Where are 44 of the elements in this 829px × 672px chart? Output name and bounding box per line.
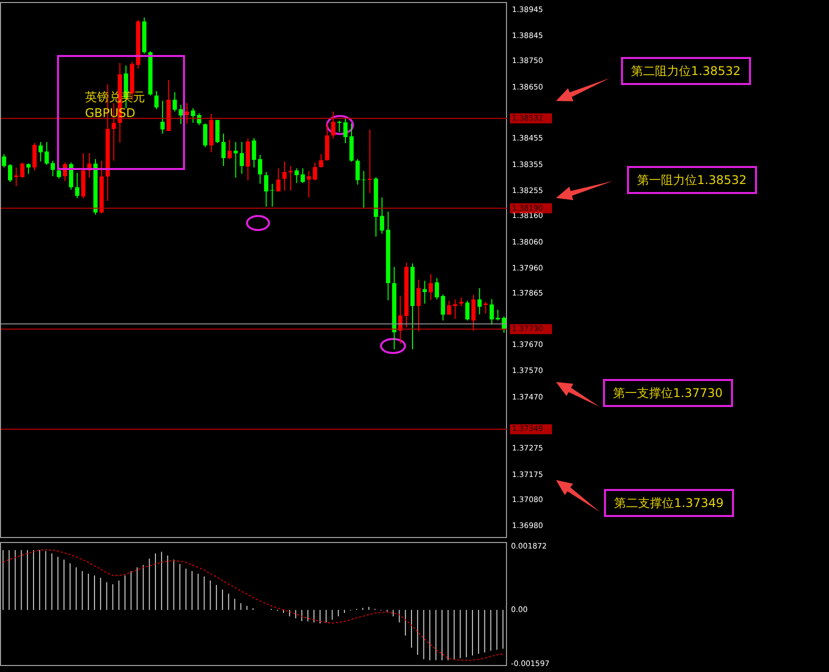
candlestick	[368, 129, 372, 194]
candlestick	[416, 279, 421, 332]
candlestick	[160, 100, 165, 134]
candlestick	[197, 112, 202, 126]
candlestick	[484, 301, 488, 314]
candlestick	[227, 139, 232, 160]
candlestick	[2, 154, 6, 168]
candlestick	[282, 160, 287, 192]
candlestick	[465, 300, 470, 321]
candlestick	[453, 298, 458, 320]
candlestick	[312, 162, 318, 181]
candlestick	[190, 108, 196, 124]
text: 第二阻力位1.38532	[621, 57, 751, 85]
candlestick	[446, 300, 452, 316]
candlestick	[306, 170, 311, 198]
candlestick	[203, 122, 208, 148]
candlestick	[288, 165, 293, 192]
candlestick	[471, 294, 476, 332]
text: 第一阻力位1.38532	[627, 166, 757, 194]
candlestick	[318, 154, 324, 168]
candlestick	[428, 273, 433, 301]
text: 第二支撑位1.37349	[604, 489, 734, 517]
candlestick	[184, 102, 190, 124]
candlestick	[434, 278, 440, 300]
candlestick	[343, 118, 348, 144]
candlestick	[221, 133, 226, 166]
candlestick	[32, 142, 37, 171]
candlestick	[398, 295, 402, 344]
candlestick	[26, 163, 31, 174]
candlestick	[422, 280, 427, 304]
candlestick	[380, 196, 384, 234]
candlestick	[8, 164, 12, 182]
candlestick	[75, 172, 80, 199]
text: 第一支撑位1.37730	[603, 379, 733, 407]
candlestick	[477, 288, 482, 315]
candlestick	[258, 154, 262, 184]
candlestick	[337, 120, 342, 133]
candlestick	[331, 111, 336, 140]
candlestick	[252, 138, 256, 168]
candlestick	[215, 119, 220, 144]
candlestick	[154, 90, 159, 110]
candlestick	[56, 167, 62, 180]
candlestick	[440, 294, 446, 321]
candlestick	[276, 168, 281, 192]
